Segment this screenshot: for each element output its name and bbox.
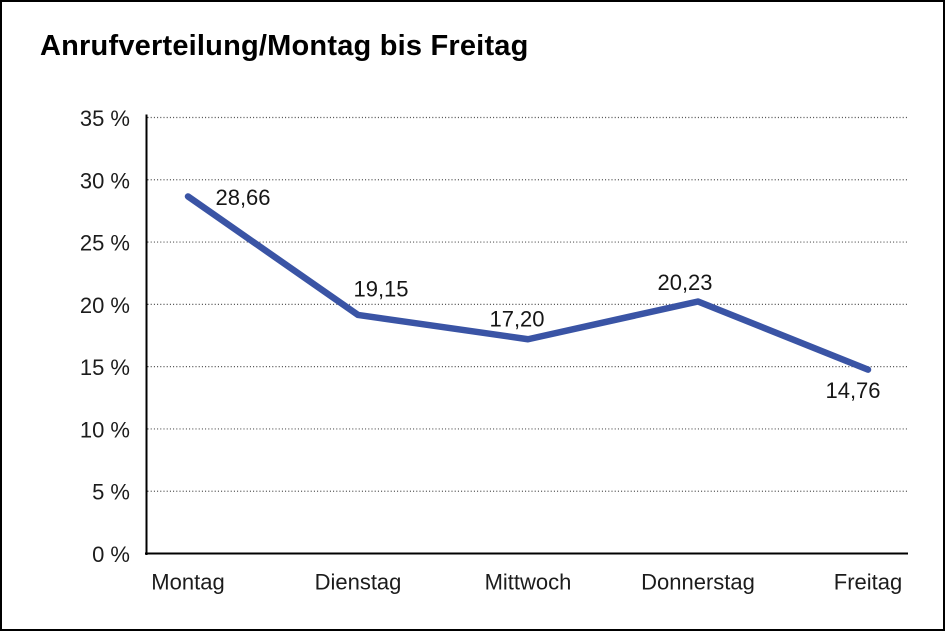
series-line — [184, 193, 872, 373]
data-point-label: 20,23 — [657, 270, 712, 295]
x-category-label: Montag — [151, 570, 224, 595]
x-category-label: Dienstag — [315, 570, 402, 595]
x-category-label: Mittwoch — [485, 570, 572, 595]
chart-title: Anrufverteilung/Montag bis Freitag — [40, 30, 529, 62]
y-tick-label: 10 % — [80, 417, 130, 442]
data-point-label: 19,15 — [353, 276, 408, 301]
y-tick-label: 15 % — [80, 355, 130, 380]
data-point-label: 17,20 — [489, 307, 544, 332]
y-tick-label: 35 % — [80, 106, 130, 131]
y-tick-label: 30 % — [80, 168, 130, 193]
data-point-label: 28,66 — [215, 185, 270, 210]
y-tick-label: 20 % — [80, 293, 130, 318]
y-tick-label: 5 % — [92, 480, 130, 505]
x-category-label: Donnerstag — [641, 570, 755, 595]
y-tick-label: 0 % — [92, 542, 130, 567]
x-category-label: Freitag — [834, 570, 902, 595]
data-point-label: 14,76 — [825, 378, 880, 403]
y-tick-label: 25 % — [80, 231, 130, 256]
